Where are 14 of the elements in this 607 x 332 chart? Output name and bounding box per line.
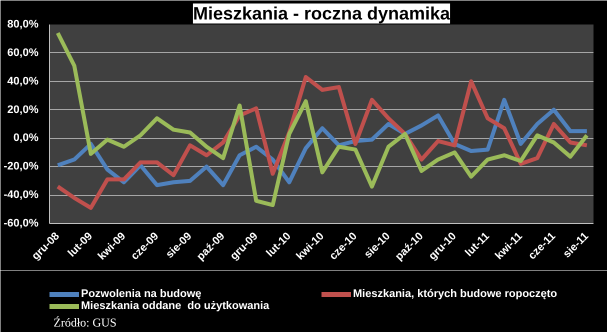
text: Źródło: GUS — [54, 316, 116, 330]
legend-label: Pozwolenia na budowę — [81, 288, 202, 300]
y-tick-label: -60,0% — [4, 218, 39, 230]
y-tick-label: 80,0% — [7, 18, 39, 30]
legend-label: Mieszkania oddane do użytkowania — [81, 300, 270, 312]
legend-label: Mieszkania, których budowe ropoczęto — [353, 288, 558, 300]
y-tick-label: -20,0% — [4, 160, 39, 173]
y-tick-label: 20,0% — [7, 104, 39, 116]
y-tick-label: 0,0% — [13, 132, 39, 144]
y-tick-label: -40,0% — [4, 189, 39, 202]
y-tick-label: 40,0% — [7, 75, 39, 88]
line-series — [56, 75, 589, 210]
line-series — [56, 31, 589, 208]
y-tick-label: 60,0% — [7, 46, 39, 59]
